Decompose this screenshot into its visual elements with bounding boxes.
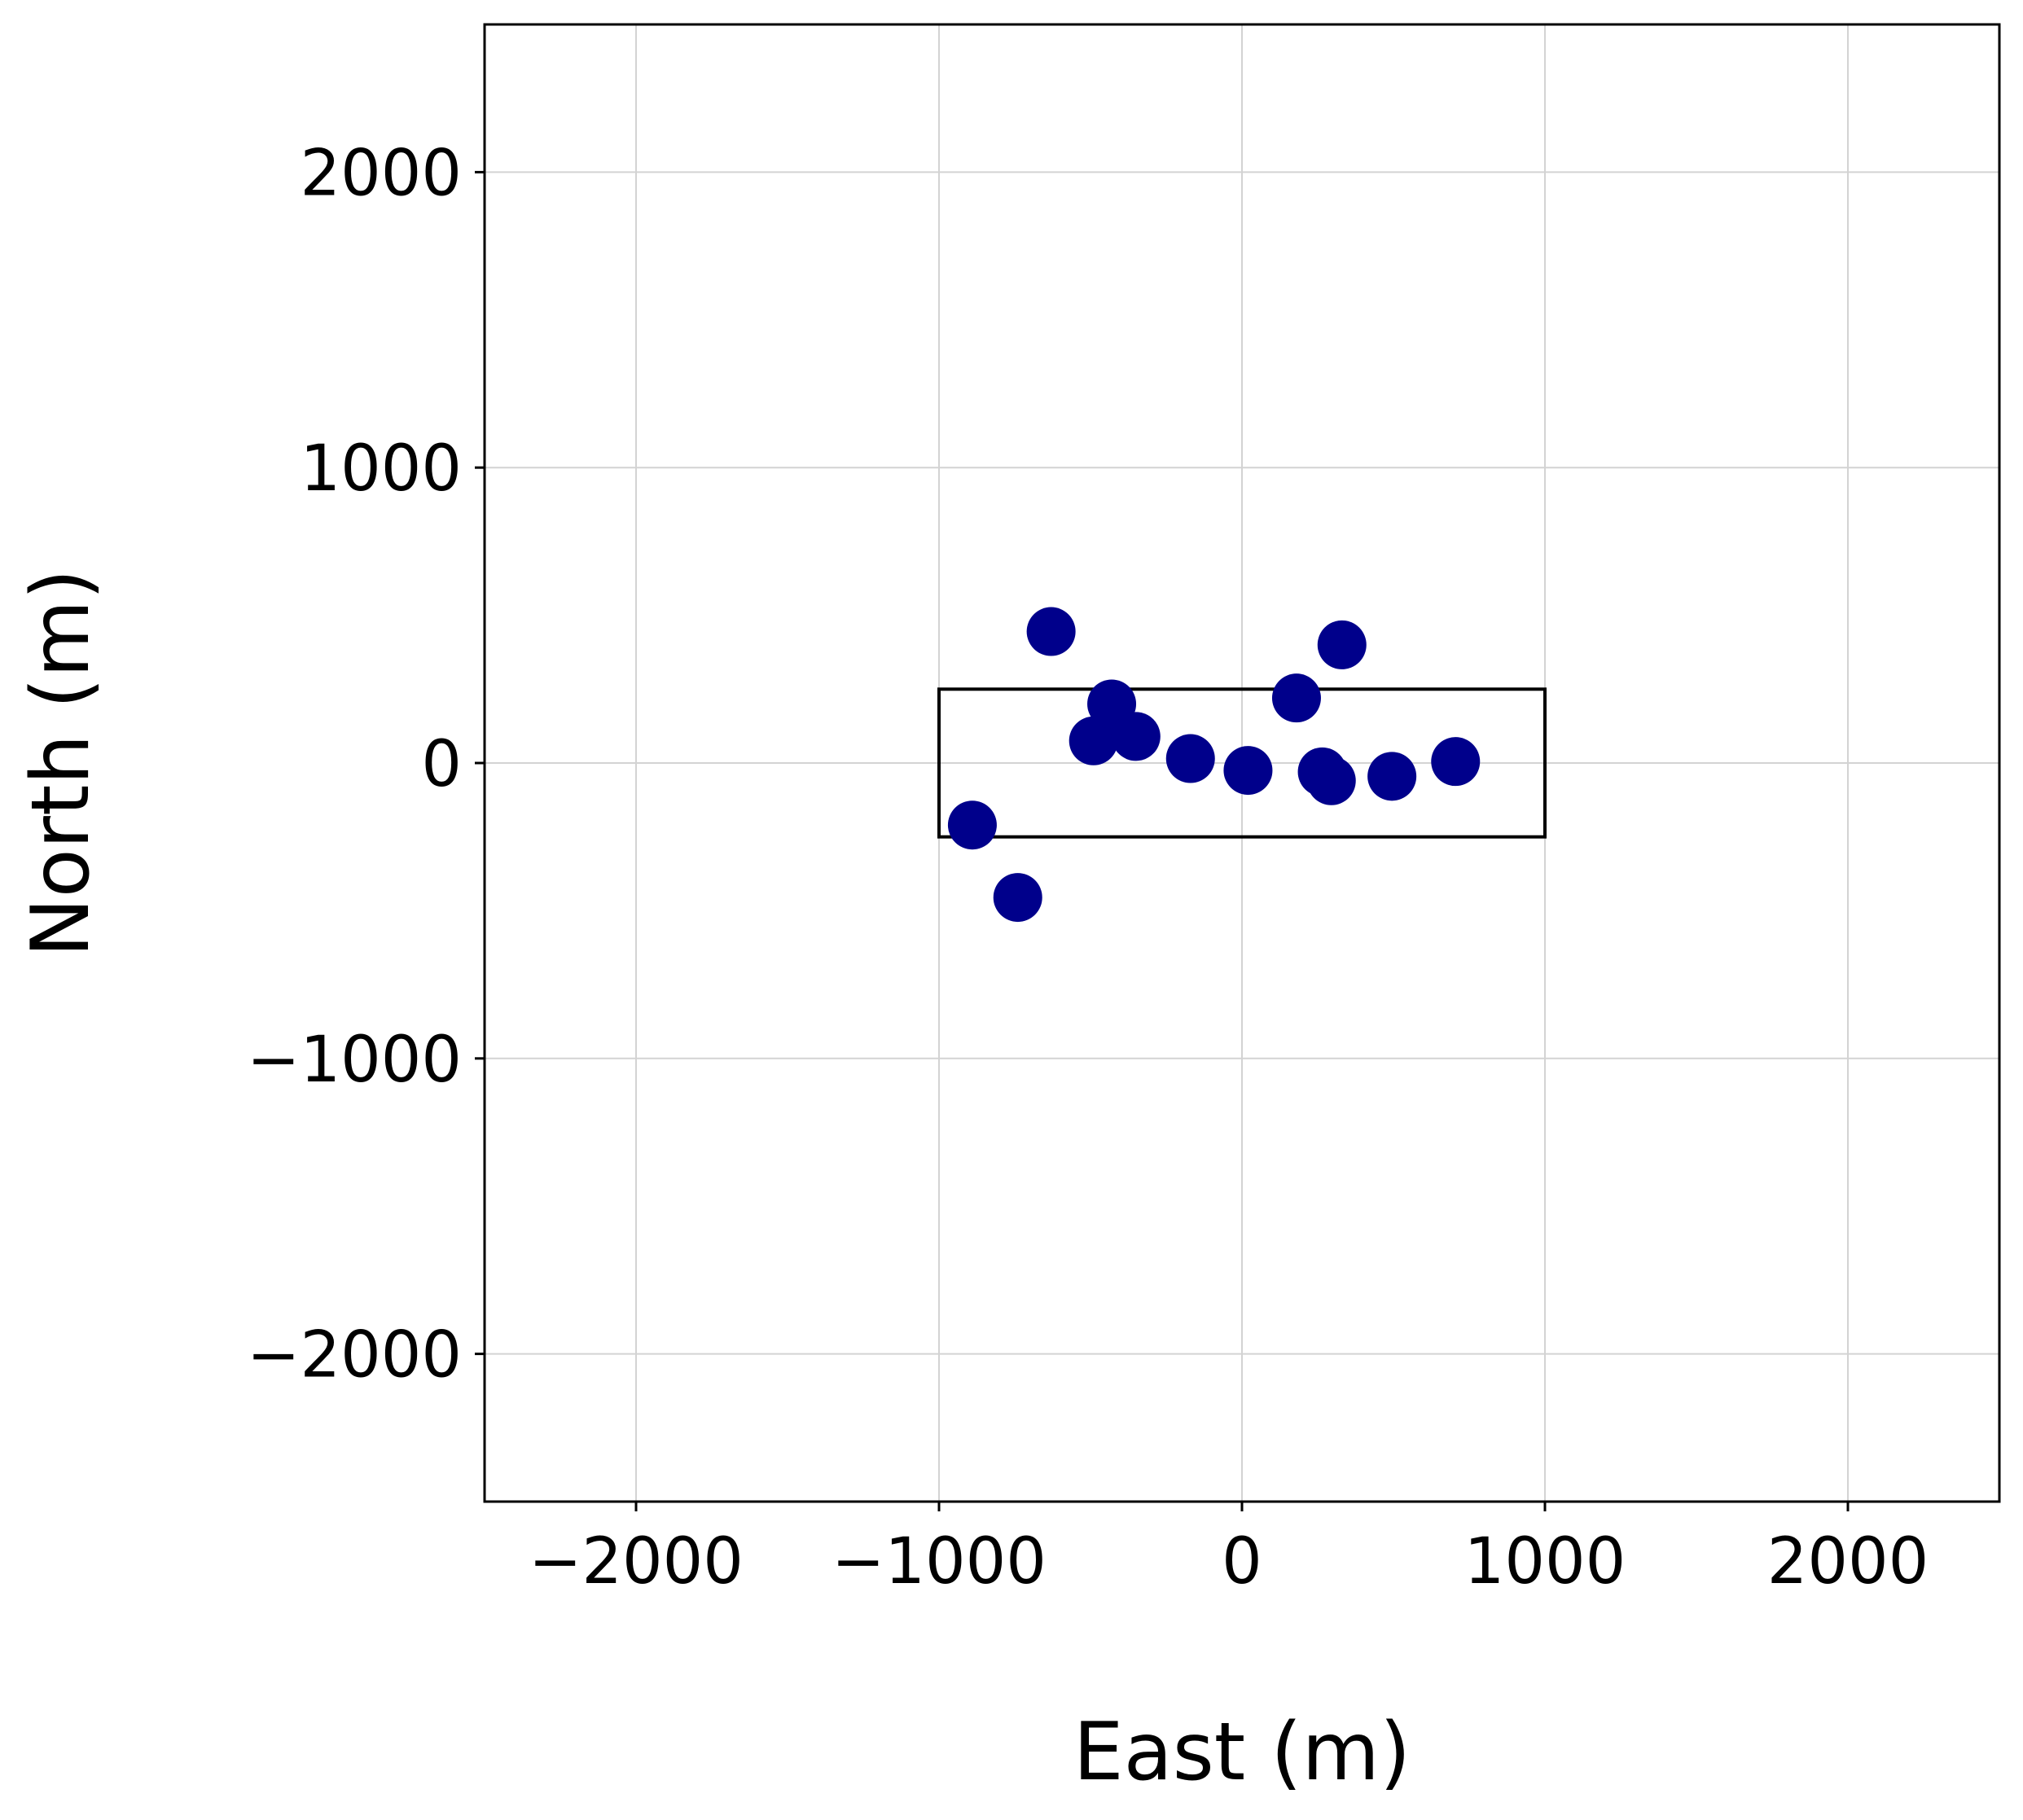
x-tick-label: −1000	[832, 1525, 1047, 1599]
x-axis-label: East (m)	[1073, 1706, 1411, 1799]
x-tick-label: 2000	[1767, 1525, 1929, 1599]
x-tick-label: −2000	[529, 1525, 744, 1599]
x-tick-label: 1000	[1464, 1525, 1626, 1599]
y-tick-label: 0	[421, 728, 462, 801]
data-point	[1367, 752, 1417, 801]
data-point	[1165, 734, 1215, 783]
data-point	[1317, 620, 1367, 669]
y-tick-label: −2000	[247, 1319, 462, 1392]
y-tick-label: 2000	[300, 137, 462, 210]
data-point	[1306, 756, 1356, 805]
data-point	[1111, 712, 1161, 761]
data-point	[993, 873, 1042, 923]
region-rectangle	[937, 687, 1547, 839]
data-point	[1223, 746, 1273, 796]
y-tick-label: −1000	[247, 1024, 462, 1097]
tick-marks	[475, 170, 1850, 1511]
data-point	[1431, 737, 1481, 787]
data-point	[1271, 673, 1321, 723]
data-point	[1026, 607, 1076, 656]
rectangle-layer	[937, 687, 1547, 839]
y-tick-label: 1000	[300, 432, 462, 506]
y-axis-label: North (m)	[15, 568, 108, 957]
data-point	[947, 800, 997, 850]
y-tick-labels: −2000 −1000 0 1000 2000	[247, 137, 462, 1392]
data-point	[1069, 716, 1118, 765]
x-tick-labels: −2000 −1000 0 1000 2000	[529, 1525, 1929, 1599]
data-points	[947, 607, 1481, 923]
x-tick-label: 0	[1222, 1525, 1262, 1599]
